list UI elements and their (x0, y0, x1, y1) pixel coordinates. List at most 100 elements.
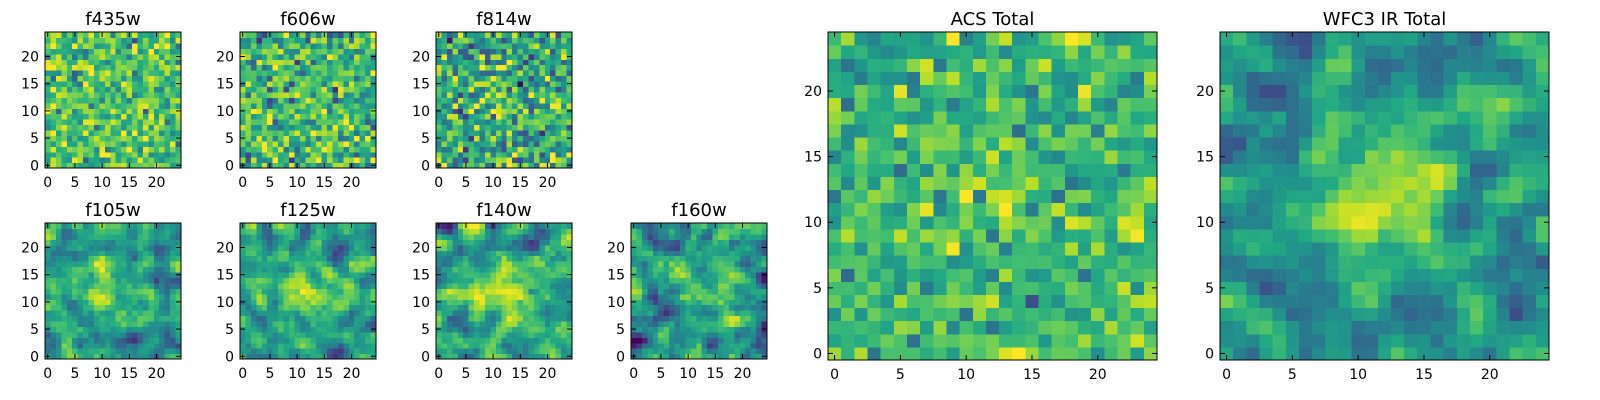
heatmap-cell (544, 108, 551, 115)
heatmap-cell (555, 91, 562, 98)
heatmap-cell (685, 342, 692, 349)
heatmap-cell (310, 162, 317, 169)
heatmap-cell (88, 244, 95, 251)
heatmap-cell (544, 135, 551, 142)
heatmap-cell (337, 135, 344, 142)
heatmap-cell (631, 337, 638, 344)
heatmap-cell (99, 342, 106, 349)
heatmap-cell (544, 271, 551, 278)
heatmap-cell (468, 250, 475, 257)
heatmap-cell (468, 124, 475, 131)
heatmap-cell (250, 223, 257, 230)
heatmap-cell (501, 64, 508, 71)
heatmap-cell (170, 64, 177, 71)
heatmap-cell (636, 299, 643, 306)
heatmap-cell (550, 124, 557, 131)
heatmap-cell (446, 348, 453, 355)
heatmap-cell (115, 97, 122, 104)
heatmap-cell (539, 266, 546, 273)
heatmap-cell (50, 48, 57, 55)
heatmap-cell (674, 353, 681, 360)
heatmap-cell (452, 140, 459, 147)
heatmap-cell (906, 320, 921, 335)
heatmap-cell (294, 80, 301, 87)
heatmap-cell (523, 151, 530, 158)
heatmap-cell (93, 64, 100, 71)
heatmap-cell (159, 304, 166, 311)
heatmap-cell (561, 288, 568, 295)
heatmap-cell (959, 228, 974, 243)
heatmap-cell (332, 108, 339, 115)
heatmap-cell (756, 223, 763, 230)
heatmap-cell (310, 140, 317, 147)
heatmap-cell (523, 261, 530, 268)
heatmap-cell (142, 348, 149, 355)
heatmap-cell (880, 189, 895, 204)
heatmap-cell (707, 282, 714, 289)
heatmap-cell (495, 91, 502, 98)
heatmap-cell (555, 140, 562, 147)
heatmap-cell (479, 310, 486, 317)
heatmap-cell (512, 146, 519, 153)
heatmap-cell (337, 233, 344, 240)
heatmap-cell (550, 315, 557, 322)
heatmap-cell (327, 353, 334, 360)
heatmap-cell (523, 266, 530, 273)
heatmap-cell (50, 119, 57, 126)
heatmap-cell (446, 288, 453, 295)
heatmap-cell (636, 326, 643, 333)
heatmap-cell (696, 261, 703, 268)
heatmap-cell (468, 337, 475, 344)
heatmap-cell (512, 223, 519, 230)
heatmap-cell (739, 326, 746, 333)
heatmap-cell (707, 244, 714, 251)
heatmap-cell (1038, 189, 1053, 204)
heatmap-cell (718, 277, 725, 284)
heatmap-cell (468, 53, 475, 60)
heatmap-cell (533, 337, 540, 344)
heatmap-cell (104, 42, 111, 49)
heatmap-cell (159, 261, 166, 268)
heatmap-cell (72, 91, 79, 98)
heatmap-cell (647, 315, 654, 322)
heatmap-cell (115, 37, 122, 44)
heatmap-cell (685, 348, 692, 355)
heatmap-cell (61, 233, 68, 240)
heatmap-cell (959, 320, 974, 335)
heatmap-cell (446, 70, 453, 77)
heatmap-cell (305, 271, 312, 278)
heatmap-cell (170, 315, 177, 322)
heatmap-cell (750, 337, 757, 344)
heatmap-cell (463, 97, 470, 104)
heatmap-cell (457, 162, 464, 169)
heatmap-cell (321, 293, 328, 300)
heatmap-cell (365, 80, 372, 87)
heatmap-cell (685, 326, 692, 333)
heatmap-cell (348, 239, 355, 246)
heatmap-cell (1012, 346, 1026, 361)
heatmap-cell (365, 70, 372, 77)
heatmap-cell (343, 162, 350, 169)
heatmap-cell (365, 310, 372, 317)
heatmap-cell (893, 307, 908, 322)
heatmap-cell (299, 310, 306, 317)
heatmap-cell (354, 91, 361, 98)
heatmap-cell (1143, 255, 1158, 269)
heatmap-cell (354, 342, 361, 349)
heatmap-cell (636, 310, 643, 317)
heatmap-cell (332, 157, 339, 164)
heatmap-cell (50, 75, 57, 82)
heatmap-cell (441, 326, 448, 333)
heatmap-cell (337, 299, 344, 306)
heatmap-cell (550, 310, 557, 317)
heatmap-cell (707, 228, 714, 235)
heatmap-cell (479, 239, 486, 246)
heatmap-cell (115, 223, 122, 230)
heatmap-cell (55, 135, 62, 142)
heatmap-cell (452, 250, 459, 257)
heatmap-cell (441, 97, 448, 104)
heatmap-cell (641, 266, 648, 273)
heatmap-cell (750, 310, 757, 317)
heatmap-cell (104, 70, 111, 77)
heatmap-cell (972, 228, 987, 243)
